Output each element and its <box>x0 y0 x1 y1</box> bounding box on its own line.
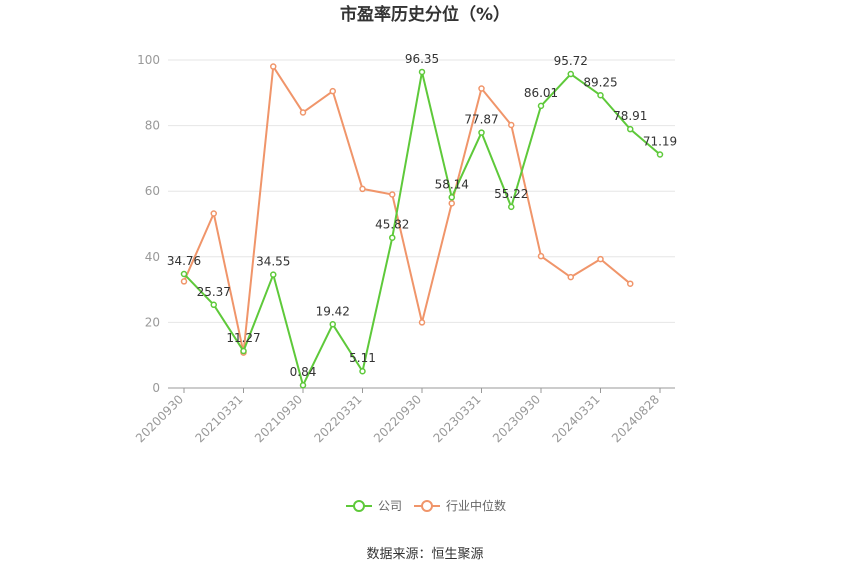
series-0-point-20220630[interactable] <box>389 234 396 241</box>
data-label-20230930: 86.01 <box>524 86 558 100</box>
x-tick-label-20230331: 20230331 <box>431 392 484 445</box>
x-tick-label-20240331: 20240331 <box>550 392 603 445</box>
series-0-point-20210630[interactable] <box>270 271 277 278</box>
series-0-point-20240331[interactable] <box>597 92 604 99</box>
series-1-point-20230930[interactable] <box>537 252 545 260</box>
series-1-point-20220331[interactable] <box>359 185 366 193</box>
legend-marker-0 <box>353 500 365 512</box>
legend-marker-1 <box>421 500 433 512</box>
series-1-point-20200930[interactable] <box>180 278 188 285</box>
series-1-point-20240628[interactable] <box>627 280 634 287</box>
y-tick-label-40: 40 <box>145 250 160 264</box>
series-0-point-20210331[interactable] <box>240 347 247 355</box>
data-label-20231229: 95.72 <box>554 54 588 68</box>
y-tick-label-60: 60 <box>145 184 160 198</box>
data-label-20211231: 19.42 <box>316 304 350 318</box>
x-tick-label-20210930: 20210930 <box>252 392 305 445</box>
series-0-point-20231229[interactable] <box>567 70 574 78</box>
series-layer <box>180 63 664 389</box>
y-tick-label-20: 20 <box>145 315 160 329</box>
data-label-20210630: 34.55 <box>256 255 290 269</box>
series-0-point-20220930[interactable] <box>418 68 426 76</box>
y-tick-label-0: 0 <box>152 381 160 395</box>
data-label-20201231: 25.37 <box>197 285 231 299</box>
series-1-point-20201231[interactable] <box>210 210 217 217</box>
legend-label-0: 公司 <box>378 499 402 513</box>
y-tick-label-100: 100 <box>137 53 160 67</box>
series-0-point-20230331[interactable] <box>478 129 485 136</box>
data-label-20240628: 78.91 <box>613 109 647 123</box>
y-tick-label-80: 80 <box>145 119 160 133</box>
series-0-point-20201231[interactable] <box>210 301 217 309</box>
data-label-20220331: 5.11 <box>349 351 376 365</box>
legend[interactable]: 公司 行业中位数 <box>346 498 506 513</box>
x-tick-label-20240828: 20240828 <box>609 392 662 445</box>
x-tick-label-20200930: 20200930 <box>133 392 186 445</box>
series-1-point-20211231[interactable] <box>329 87 336 95</box>
series-0-point-20221230[interactable] <box>448 194 455 201</box>
series-1-point-20210930[interactable] <box>299 109 307 116</box>
series-1-point-20220930[interactable] <box>418 319 426 326</box>
data-label-20210331: 11.27 <box>226 331 260 345</box>
series-0-point-20230930[interactable] <box>537 102 545 110</box>
data-label-20230331: 77.87 <box>464 113 498 127</box>
data-label-20240331: 89.25 <box>583 75 617 89</box>
series-0-point-20210930[interactable] <box>299 381 307 389</box>
data-label-20240828: 71.19 <box>643 134 677 148</box>
series-line-1 <box>183 65 631 354</box>
data-source: 数据来源：恒生聚源 <box>366 547 483 562</box>
data-label-20210930: 0.84 <box>290 365 317 379</box>
data-label-20220630: 45.82 <box>375 218 409 232</box>
legend-item-1[interactable]: 行业中位数 <box>414 498 506 513</box>
data-label-20220930: 96.35 <box>405 52 439 66</box>
series-0-point-20240628[interactable] <box>627 125 634 133</box>
data-label-20200930: 34.76 <box>167 254 201 268</box>
data-label-20230630: 55.22 <box>494 187 528 201</box>
series-0-point-20211231[interactable] <box>329 321 336 328</box>
series-0-point-20230630[interactable] <box>508 203 515 211</box>
x-tick-label-20220930: 20220930 <box>371 392 424 445</box>
legend-item-0[interactable]: 公司 <box>346 499 402 513</box>
series-1-point-20230630[interactable] <box>508 121 515 129</box>
x-tick-label-20220331: 20220331 <box>312 392 365 445</box>
series-1-point-20210630[interactable] <box>270 63 277 70</box>
series-1-point-20221230[interactable] <box>448 200 455 207</box>
x-tick-label-20210331: 20210331 <box>193 392 246 445</box>
data-label-20221230: 58.14 <box>435 177 469 191</box>
x-tick-label-20230930: 20230930 <box>490 392 543 445</box>
series-0-point-20240828[interactable] <box>656 151 664 158</box>
chart-title: 市盈率历史分位（%） <box>340 4 510 25</box>
series-0-point-20220331[interactable] <box>359 367 366 375</box>
grid-layer <box>168 59 675 323</box>
label-layer: 34.76 25.37 11.27 34.55 0.84 19.42 5.11 45.82 96… <box>167 52 677 379</box>
series-1-point-20240331[interactable] <box>597 255 604 263</box>
series-1-point-20230331[interactable] <box>478 85 485 92</box>
series-1-point-20220630[interactable] <box>389 191 396 198</box>
series-0-point-20200930[interactable] <box>180 270 188 278</box>
series-1-point-20231229[interactable] <box>567 273 574 281</box>
legend-label-1: 行业中位数 <box>446 498 506 513</box>
